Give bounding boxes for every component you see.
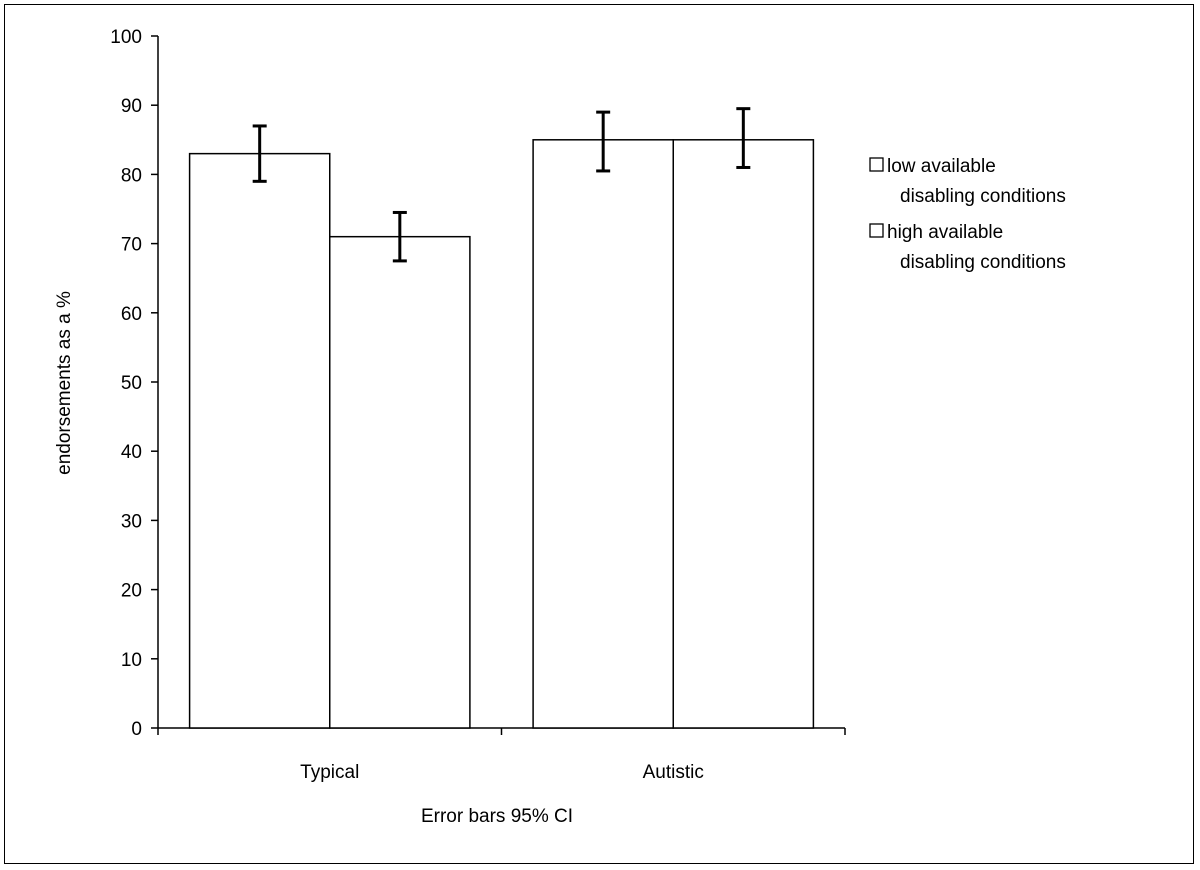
bar-autistic-series-2 [672, 139, 815, 729]
bar-typical-series-1 [188, 152, 331, 729]
y-axis: 0 10 20 30 40 50 60 70 80 90 100 [110, 27, 159, 740]
error-bar-autistic-series-2 [736, 107, 751, 169]
y-tick-label-80: 80 [121, 165, 142, 186]
legend-label-line: low available [887, 156, 996, 177]
y-tick-label-20: 20 [121, 581, 142, 602]
legend-swatch [869, 157, 884, 172]
y-tick-label-10: 10 [121, 650, 142, 671]
legend-label-line: disabling conditions [900, 186, 1066, 207]
x-tick-label-typical: Typical [300, 762, 359, 783]
y-tick-label-30: 30 [121, 511, 142, 532]
bars [188, 139, 815, 729]
y-tick-label-0: 0 [131, 719, 142, 740]
y-tick-label-90: 90 [121, 96, 142, 117]
x-axis-label: Error bars 95% CI [421, 806, 573, 827]
error-bar-typical-series-1 [252, 124, 267, 183]
legend-label-line: disabling conditions [900, 252, 1066, 273]
y-tick-label-60: 60 [121, 304, 142, 325]
bar-autistic-series-1 [532, 139, 674, 729]
error-bar-autistic-series-1 [596, 110, 611, 173]
legend-entry-2: high available disabling conditions [869, 222, 1066, 273]
legend-label: high available disabling conditions [887, 222, 1066, 273]
y-tick-label-70: 70 [121, 235, 142, 256]
y-tick-label-50: 50 [121, 373, 142, 394]
y-tick-label-40: 40 [121, 442, 142, 463]
y-tick-label-100: 100 [110, 27, 142, 48]
y-axis-label: endorsements as a % [54, 291, 75, 475]
legend-label: low available disabling conditions [887, 156, 1066, 207]
legend-swatch [869, 223, 884, 238]
x-axis: Typical Autistic [157, 727, 846, 783]
error-bar-typical-series-2 [392, 210, 407, 263]
x-tick-label-autistic: Autistic [643, 762, 704, 783]
legend-entry-1: low available disabling conditions [869, 156, 1066, 207]
bar-typical-series-2 [329, 235, 471, 729]
error-bars [252, 107, 751, 263]
legend-label-line: high available [887, 222, 1003, 243]
